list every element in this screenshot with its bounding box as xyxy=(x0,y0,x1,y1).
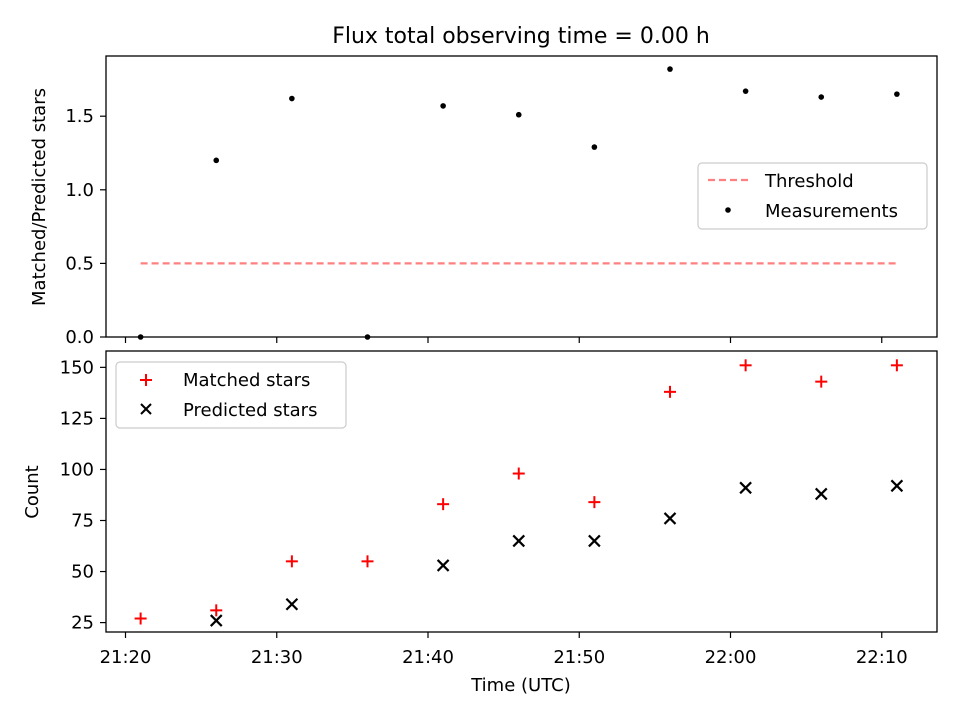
count-y-tick-label: 75 xyxy=(71,511,94,532)
predicted-star-point xyxy=(512,534,526,548)
matched-star-point xyxy=(285,555,298,568)
legend-threshold-label: Threshold xyxy=(764,171,854,192)
matched-star-point xyxy=(815,375,828,388)
measurement-point xyxy=(818,94,825,100)
count-x-tick-label: 22:00 xyxy=(705,647,757,668)
count-y-tick-label: 125 xyxy=(60,408,94,429)
ratio-legend: Threshold Measurements xyxy=(697,162,928,230)
measurement-point xyxy=(591,144,598,150)
chart-title: Flux total observing time = 0.00 h xyxy=(332,24,710,49)
count-plot-area xyxy=(105,350,938,633)
matched-star-point xyxy=(361,555,374,568)
predicted-star-point xyxy=(663,512,677,525)
count-x-tick-label: 21:30 xyxy=(251,647,303,668)
measurement-point xyxy=(667,66,673,72)
predicted-star-point xyxy=(588,534,601,548)
count-y-tick-label: 25 xyxy=(71,613,94,634)
matched-star-point xyxy=(739,359,752,372)
count-points xyxy=(134,359,904,627)
predicted-star-point xyxy=(739,481,752,495)
predicted-star-point xyxy=(814,487,828,501)
ratio-y-tick-label: 1.5 xyxy=(65,106,94,127)
measurement-point xyxy=(213,157,220,164)
count-y-tick-label: 100 xyxy=(60,459,94,480)
count-x-tick-label: 21:20 xyxy=(100,647,152,668)
count-legend: Matched stars Predicted stars xyxy=(115,361,347,429)
matched-star-point xyxy=(512,467,525,480)
matched-star-point xyxy=(437,498,450,511)
count-y-tick-label: 150 xyxy=(60,357,94,378)
measurement-point xyxy=(364,334,371,340)
matched-star-point xyxy=(664,385,676,398)
matched-star-point xyxy=(588,496,601,509)
legend-matched-label: Matched stars xyxy=(183,370,310,391)
predicted-star-point xyxy=(209,614,223,627)
count-x-tick-label: 21:50 xyxy=(553,647,605,668)
measurement-points xyxy=(137,66,900,340)
ratio-panel: Matched/Predicted stars 0.0 0.5 1.0 1.5 Thr… xyxy=(29,55,938,348)
ratio-y-axis-label: Matched/Predicted stars xyxy=(29,88,50,306)
predicted-star-point xyxy=(890,479,904,493)
legend-measurements-swatch xyxy=(725,207,731,213)
ratio-plot-area xyxy=(105,55,938,338)
count-legend-box xyxy=(115,361,347,429)
ratio-y-tick-label: 0.5 xyxy=(65,253,94,274)
legend-predicted-swatch xyxy=(140,403,152,415)
count-y-axis-label: Count xyxy=(22,465,43,518)
predicted-star-point xyxy=(285,597,299,611)
measurement-point xyxy=(515,111,522,118)
ratio-legend-box xyxy=(697,162,928,230)
count-x-axis-label: Time (UTC) xyxy=(470,675,571,696)
measurement-point xyxy=(289,95,295,102)
ratio-y-ticks: 0.0 0.5 1.0 1.5 xyxy=(65,106,106,348)
matched-star-point xyxy=(890,359,903,372)
matched-star-point xyxy=(134,612,147,625)
count-y-ticks: 25 50 75 100 125 150 xyxy=(60,357,106,634)
ratio-y-tick-label: 1.0 xyxy=(65,180,94,201)
legend-predicted-label: Predicted stars xyxy=(183,400,317,421)
count-x-tick-label: 22:10 xyxy=(856,647,908,668)
count-x-tick-label: 21:40 xyxy=(402,647,454,668)
matched-star-point xyxy=(210,604,223,617)
legend-matched-swatch xyxy=(140,374,152,386)
measurement-point xyxy=(894,91,900,97)
measurement-point xyxy=(742,88,749,94)
legend-measurements-label: Measurements xyxy=(765,201,898,222)
ratio-y-tick-label: 0.0 xyxy=(65,327,94,348)
predicted-star-point xyxy=(436,559,450,572)
measurement-point xyxy=(137,334,144,340)
ratio-x-ticks xyxy=(124,337,883,343)
count-y-tick-label: 50 xyxy=(71,562,94,583)
count-x-ticks: 21:20 21:30 21:40 21:50 22:00 22:10 xyxy=(100,632,908,668)
measurement-point xyxy=(440,103,446,109)
